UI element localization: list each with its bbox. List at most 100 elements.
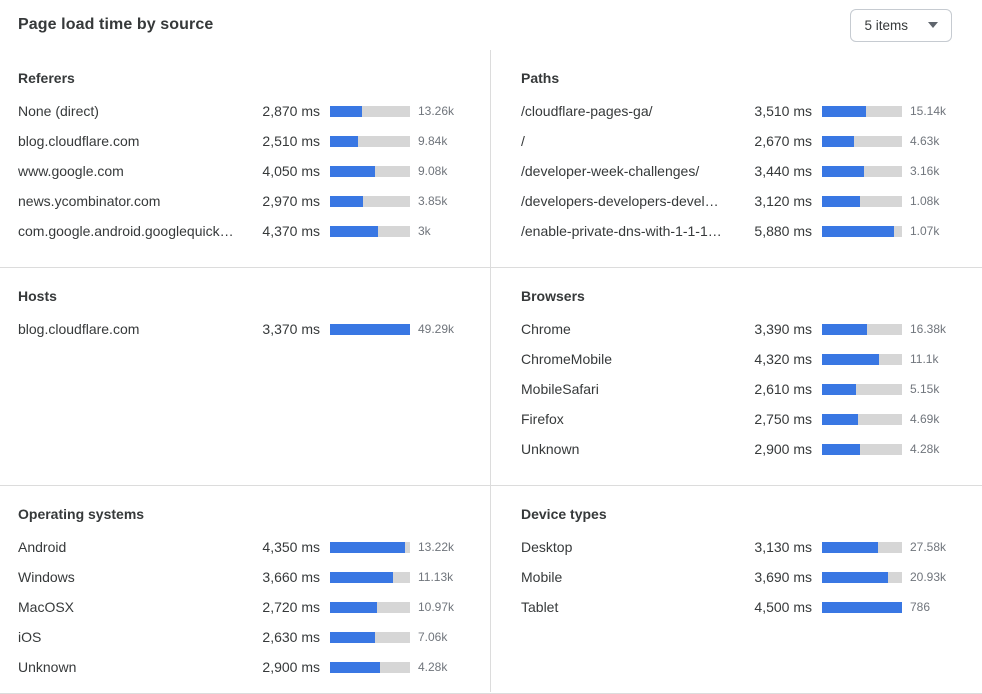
bar-fill [822, 541, 878, 553]
row-count: 4.69k [910, 412, 940, 426]
bar-track [330, 225, 410, 237]
row-label: /developers-developers-developers/ [521, 193, 726, 209]
panel: Device types Desktop 3,130 ms 27.58k Mobile… [491, 485, 982, 692]
bar-fill [822, 353, 879, 365]
row-ms-value: 4,320 ms [754, 351, 812, 367]
panel-rows: Chrome 3,390 ms 16.38k ChromeMobile 4,320 ms… [521, 314, 960, 464]
row-ms-value: 4,050 ms [262, 163, 320, 179]
row-count: 49.29k [418, 322, 455, 336]
bar-fill [822, 443, 860, 455]
list-item: Unknown 2,900 ms 4.28k [521, 434, 960, 464]
row-ms-value: 3,370 ms [262, 321, 320, 337]
list-item: Windows 3,660 ms 11.13k [18, 562, 468, 592]
page-title: Page load time by source [18, 16, 214, 33]
bar-track [330, 323, 410, 335]
list-item: Chrome 3,390 ms 16.38k [521, 314, 960, 344]
bar-track [822, 135, 902, 147]
items-count-value: 5 items [864, 17, 908, 33]
row-ms-value: 3,510 ms [754, 103, 812, 119]
bar-fill [330, 165, 375, 177]
row-label: www.google.com [18, 163, 124, 179]
row-count: 5.15k [910, 382, 940, 396]
row-count: 13.22k [418, 540, 455, 554]
row-count: 4.28k [418, 660, 448, 674]
row-label: Windows [18, 569, 75, 585]
row-label: Android [18, 539, 67, 555]
row-ms-value: 2,510 ms [262, 133, 320, 149]
list-item: blog.cloudflare.com 2,510 ms 9.84k [18, 126, 468, 156]
row-ms-value: 2,750 ms [754, 411, 812, 427]
row-count: 4.63k [910, 134, 940, 148]
bar-fill [822, 383, 857, 395]
row-label: MobileSafari [521, 381, 599, 397]
bar-fill [330, 601, 378, 613]
row-label: /developer-week-challenges/ [521, 163, 700, 179]
list-item: / 2,670 ms 4.63k [521, 126, 960, 156]
bar-track [330, 631, 410, 643]
row-label: Mobile [521, 569, 563, 585]
bar-fill [822, 105, 866, 117]
bar-fill [330, 225, 378, 237]
bar-fill [330, 195, 363, 207]
row-count: 3.85k [418, 194, 448, 208]
panel-rows: /cloudflare-pages-ga/3,510 ms 15.14k / 2,67… [521, 96, 960, 246]
list-item: Desktop 3,130 ms 27.58k [521, 532, 960, 562]
row-ms-value: 3,690 ms [754, 569, 812, 585]
row-label: news.ycombinator.com [18, 193, 161, 209]
row-label: Unknown [521, 441, 580, 457]
bar-track [822, 353, 902, 365]
bar-track [822, 165, 902, 177]
list-item: /developer-week-challenges/3,440 ms 3.16k [521, 156, 960, 186]
list-item: /enable-private-dns-with-1-1-1-1-on-... 5… [521, 216, 960, 246]
row-count: 786 [910, 600, 931, 614]
bar-fill [822, 413, 858, 425]
list-item: news.ycombinator.com 2,970 ms 3.85k [18, 186, 468, 216]
bar-track [330, 165, 410, 177]
bar-fill [822, 165, 865, 177]
panel-rows: None (direct) 2,870 ms 13.26k blog.cloudfla… [18, 96, 468, 246]
row-ms-value: 3,440 ms [754, 163, 812, 179]
list-item: /developers-developers-developers/3,120 … [521, 186, 960, 216]
row-count: 7.06k [418, 630, 448, 644]
bar-fill [330, 135, 358, 147]
list-item: ChromeMobile 4,320 ms 11.1k [521, 344, 960, 374]
row-label: Firefox [521, 411, 564, 427]
list-item: iOS 2,630 ms 7.06k [18, 622, 468, 652]
row-count: 11.13k [418, 570, 454, 584]
panel-title: Browsers [521, 288, 585, 304]
list-item: MacOSX 2,720 ms 10.97k [18, 592, 468, 622]
panel-title: Paths [521, 70, 560, 86]
bar-fill [822, 601, 902, 613]
bar-fill [330, 631, 375, 643]
row-ms-value: 5,880 ms [754, 223, 812, 239]
list-item: /cloudflare-pages-ga/3,510 ms 15.14k [521, 96, 960, 126]
bar-track [822, 541, 902, 553]
row-ms-value: 3,390 ms [754, 321, 812, 337]
row-label: None (direct) [18, 103, 99, 119]
row-label: Tablet [521, 599, 559, 615]
row-ms-value: 2,900 ms [754, 441, 812, 457]
bar-track [822, 443, 902, 455]
row-label: blog.cloudflare.com [18, 133, 140, 149]
bar-track [822, 105, 902, 117]
row-ms-value: 2,900 ms [262, 659, 320, 675]
bar-fill [330, 571, 394, 583]
row-count: 10.97k [418, 600, 455, 614]
row-ms-value: 4,370 ms [262, 223, 320, 239]
panel-title: Referers [18, 70, 75, 86]
bar-fill [330, 323, 410, 335]
row-count: 1.08k [910, 194, 940, 208]
panel: Paths /cloudflare-pages-ga/3,510 ms 15.14… [491, 50, 982, 267]
row-label: /enable-private-dns-with-1-1-1-1-on-... [521, 223, 726, 239]
bar-fill [822, 195, 861, 207]
panel-rows: Android 4,350 ms 13.22k Windows 3,660 ms 11.1… [18, 532, 468, 682]
bar-fill [822, 225, 894, 237]
bar-track [330, 541, 410, 553]
row-count: 16.38k [910, 322, 947, 336]
card-header: Page load time by source 5 items [0, 0, 982, 50]
panel: Operating systems Android 4,350 ms 13.22k W… [0, 485, 491, 692]
row-label: Unknown [18, 659, 77, 675]
row-label: blog.cloudflare.com [18, 321, 140, 337]
items-count-select[interactable]: 5 items [850, 8, 952, 42]
